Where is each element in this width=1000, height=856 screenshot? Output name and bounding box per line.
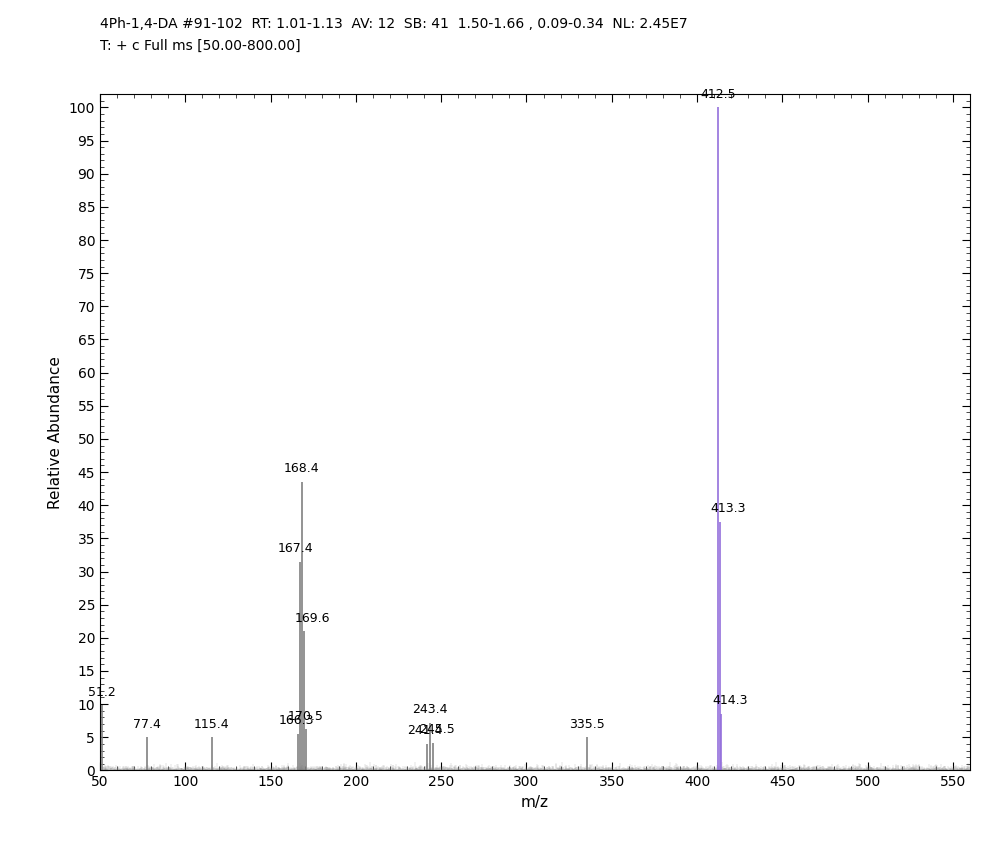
Text: 241.4: 241.4 (407, 724, 443, 737)
Text: 169.6: 169.6 (295, 611, 330, 625)
Text: 168.4: 168.4 (284, 462, 320, 475)
Text: 167.4: 167.4 (277, 542, 313, 555)
Text: 51.2: 51.2 (88, 686, 116, 698)
Text: 77.4: 77.4 (133, 717, 161, 731)
Text: 245.5: 245.5 (419, 723, 455, 736)
Text: 412.5: 412.5 (701, 88, 736, 101)
Y-axis label: Relative Abundance: Relative Abundance (48, 356, 63, 508)
Text: 115.4: 115.4 (194, 717, 229, 731)
X-axis label: m/z: m/z (521, 795, 549, 810)
Text: 414.3: 414.3 (712, 694, 748, 707)
Text: 335.5: 335.5 (569, 717, 605, 731)
Text: 243.4: 243.4 (412, 703, 448, 716)
Text: 170.5: 170.5 (288, 710, 323, 722)
Text: 166.3: 166.3 (279, 714, 314, 728)
Text: 413.3: 413.3 (711, 502, 746, 515)
Text: T: + c Full ms [50.00-800.00]: T: + c Full ms [50.00-800.00] (100, 39, 301, 52)
Text: 4Ph-1,4-DA #91-102  RT: 1.01-1.13  AV: 12  SB: 41  1.50-1.66 , 0.09-0.34  NL: 2.: 4Ph-1,4-DA #91-102 RT: 1.01-1.13 AV: 12 … (100, 17, 688, 31)
